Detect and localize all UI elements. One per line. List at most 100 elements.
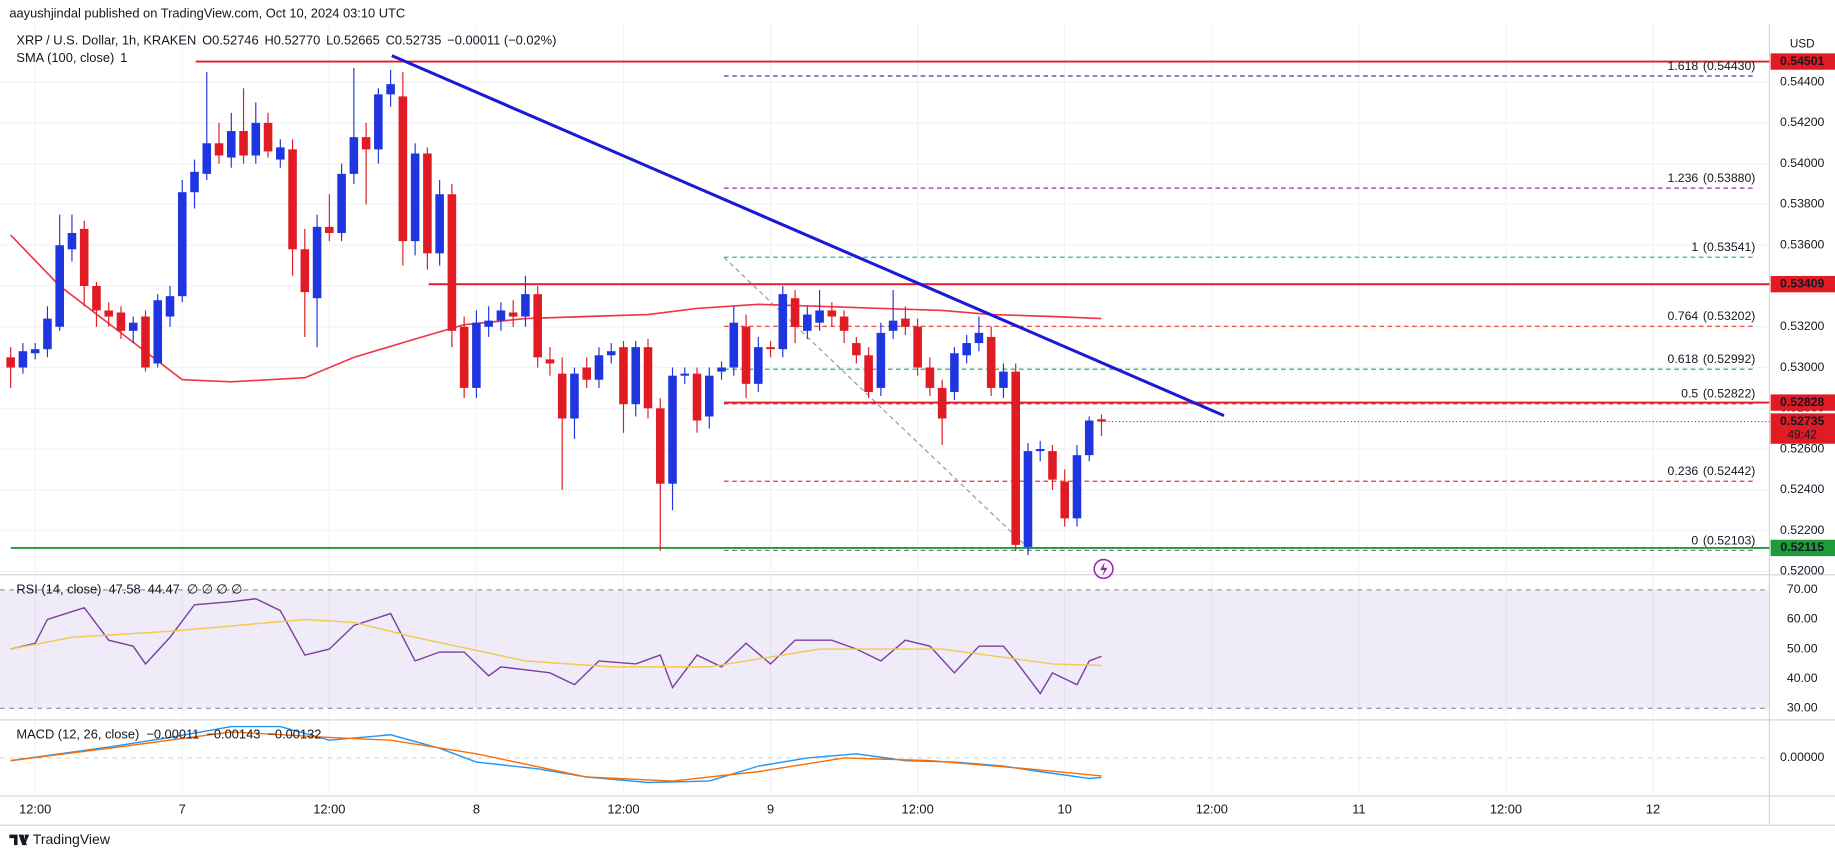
last-price-label: 0.52735 [1780,414,1825,428]
candle-body [92,285,101,311]
candle-body [692,373,702,421]
x-tick-label: 12 [1646,801,1660,816]
fib-level: 0.236 [1668,464,1699,478]
candle-body [153,300,163,364]
candle-body [337,173,346,233]
indicator-line [10,731,1102,782]
candle-body [447,194,457,331]
candle-body [435,194,444,254]
candle-body [374,94,383,150]
candle-body [276,147,285,160]
candle-body [141,316,150,368]
candle-body [30,349,40,354]
event-icon[interactable] [1093,558,1114,580]
candle-body [6,357,15,368]
candle-body [1084,420,1094,456]
candle-body [18,351,28,368]
level-price-tag [1770,275,1835,293]
fib-value: (0.52992) [1703,352,1756,366]
indicator-title: MACD (12, 26, close) [16,727,139,742]
level-price-tag [1770,539,1835,557]
y-tick-label: 0.53000 [1780,360,1825,374]
candle-body [423,153,432,254]
candle-body [79,228,89,286]
indicator-value: 47.58 [108,581,140,596]
level-price-label: 0.52828 [1780,395,1825,409]
indicator-value: 44.47 [148,581,180,596]
ohlc-value: O0.52746 [202,33,259,48]
fib-value: (0.53541) [1703,240,1756,254]
y-tick-label: 0.52200 [1780,523,1825,537]
x-tick-label: 10 [1058,801,1072,816]
candle-body [398,96,408,242]
y-tick-label: 40.00 [1787,671,1818,685]
indicator-line [10,618,1102,668]
candle-body [643,347,653,409]
y-tick-label: 0.52400 [1780,482,1825,496]
candle-body [508,312,518,317]
candle-body [1072,455,1082,519]
fib-level: 0 [1691,533,1698,547]
candle-body [704,375,714,417]
currency: USD [1790,38,1815,51]
candle-body [104,310,114,317]
candle-body [790,298,800,327]
candle-body [999,371,1008,388]
candle-body [55,245,64,327]
indicator-value: −0.00132 [267,727,321,742]
candle-body [361,137,371,150]
candle-body [214,143,224,156]
candle-body [472,322,481,388]
trendline [391,54,1225,418]
indicator-value: −0.00143 [206,727,260,742]
candle-body [263,122,273,152]
x-tick-label: 9 [767,801,774,816]
ohlc-value: L0.52665 [326,33,380,48]
fib-level: 1.618 [1668,59,1699,73]
fib-value: (0.52442) [1703,464,1756,478]
y-tick-label: 0.54000 [1780,156,1825,170]
level-price-tag [1770,394,1835,411]
candle-body [606,351,616,356]
ohlc-value: H0.52770 [264,33,320,48]
y-tick-label: 0.53200 [1780,319,1825,333]
indicator-title: RSI (14, close) [16,581,101,596]
candle-body [67,232,77,250]
candle-body [116,312,126,331]
candle-body [128,322,138,331]
candle-body [741,326,751,384]
fib-level: 1.236 [1668,171,1699,185]
y-tick-label: 0.53600 [1780,237,1825,251]
candle-body [1097,419,1106,422]
candle-body [1011,371,1020,545]
fib-value: (0.52822) [1703,387,1756,401]
candle-body [754,347,763,384]
logo-mark [9,834,30,846]
candle-body [1035,449,1045,452]
y-tick-label: 0.52600 [1780,441,1825,455]
x-tick-label: 12:00 [607,801,639,816]
candle-body [459,326,469,388]
candle-body [410,153,420,242]
level-price-label: 0.52115 [1780,540,1824,554]
candle-body [778,294,788,350]
candle-body [239,131,248,156]
x-tick-label: 12:00 [902,801,934,816]
x-tick-label: 12:00 [1196,801,1228,816]
candle-body [631,347,641,405]
x-tick-label: 12:00 [1490,801,1522,816]
candle-body [226,131,236,158]
candle-body [680,373,690,376]
candle-body [950,353,959,392]
x-tick-label: 7 [179,801,186,816]
candle-body [190,171,199,193]
sma-legend: SMA (100, close) [16,50,114,65]
level-price-tag [1770,53,1835,70]
candle-body [655,408,665,484]
candle-body [202,143,212,174]
candle-body [962,343,971,356]
candle-body [668,375,677,484]
candle-body [557,373,567,419]
brand-logo [9,834,30,846]
fib-value: (0.53202) [1703,309,1756,323]
